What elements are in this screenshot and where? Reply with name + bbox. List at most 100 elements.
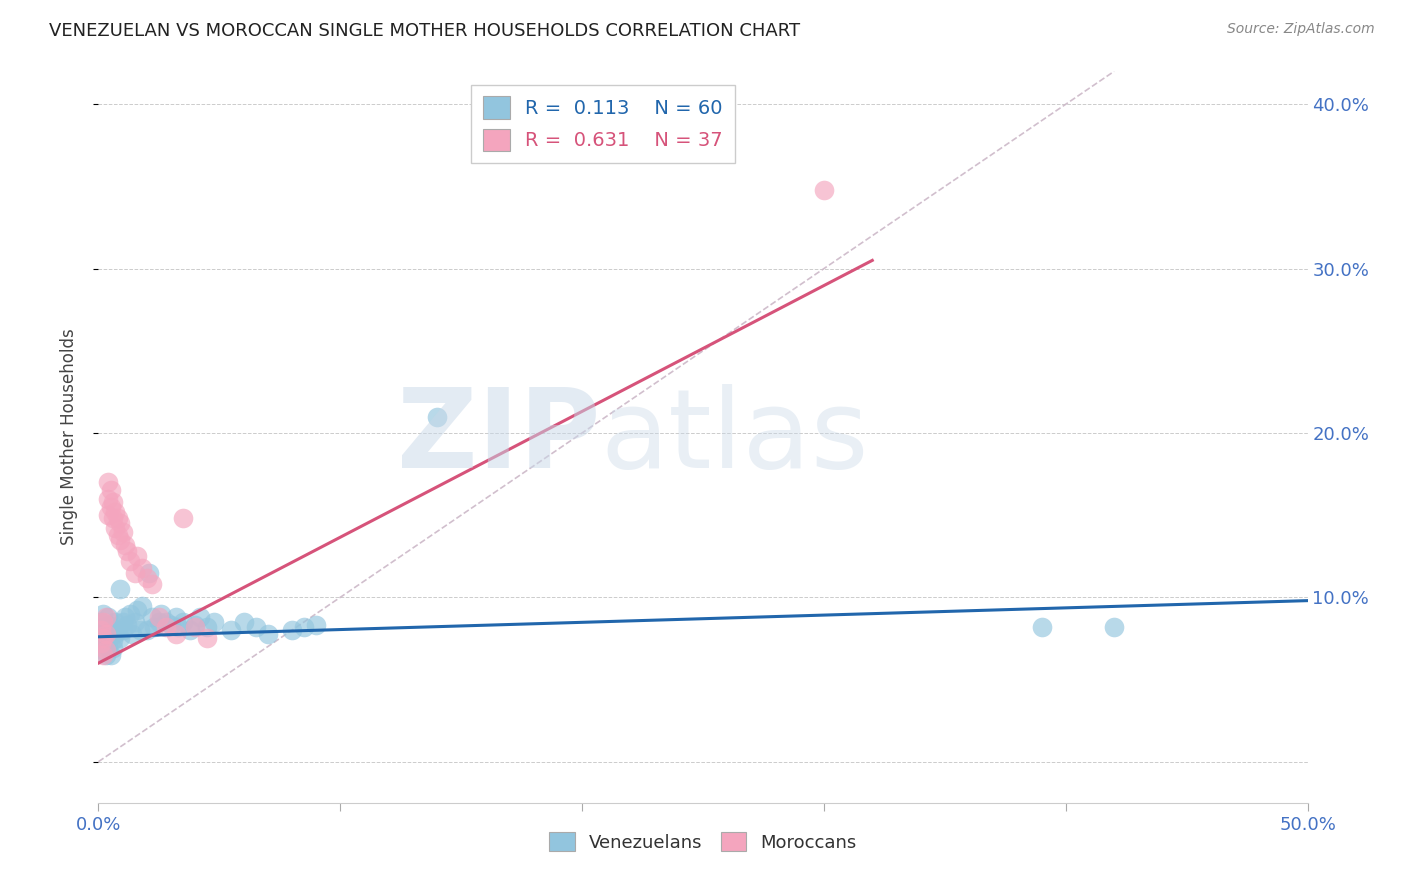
- Point: [167, 620, 190, 634]
- Point: [221, 624, 243, 638]
- Text: atlas: atlas: [600, 384, 869, 491]
- Point: [90, 624, 112, 638]
- Point: [94, 634, 117, 648]
- Point: [172, 615, 194, 629]
- Point: [108, 533, 131, 547]
- Point: [91, 620, 114, 634]
- Point: [195, 620, 218, 634]
- Point: [172, 511, 194, 525]
- Point: [97, 475, 120, 490]
- Point: [138, 566, 160, 580]
- Point: [101, 633, 124, 648]
- Point: [94, 624, 117, 638]
- Point: [94, 630, 117, 644]
- Point: [1102, 620, 1125, 634]
- Point: [150, 607, 173, 621]
- Point: [90, 615, 112, 629]
- Point: [104, 615, 127, 629]
- Point: [111, 524, 134, 539]
- Point: [117, 544, 139, 558]
- Point: [245, 620, 267, 634]
- Point: [143, 620, 166, 634]
- Point: [91, 648, 114, 662]
- Point: [100, 624, 122, 638]
- Point: [101, 495, 124, 509]
- Point: [426, 409, 449, 424]
- Point: [97, 491, 120, 506]
- Point: [155, 615, 177, 629]
- Point: [127, 549, 149, 564]
- Point: [148, 610, 170, 624]
- Text: Source: ZipAtlas.com: Source: ZipAtlas.com: [1227, 22, 1375, 37]
- Point: [141, 610, 163, 624]
- Point: [94, 626, 117, 640]
- Point: [108, 516, 131, 531]
- Point: [101, 511, 124, 525]
- Point: [135, 571, 157, 585]
- Point: [94, 648, 117, 662]
- Point: [813, 183, 835, 197]
- Point: [91, 615, 114, 629]
- Point: [232, 615, 254, 629]
- Point: [111, 615, 134, 629]
- Point: [124, 566, 146, 580]
- Point: [188, 610, 211, 624]
- Point: [104, 521, 127, 535]
- Point: [305, 618, 328, 632]
- Point: [118, 554, 141, 568]
- Point: [165, 610, 187, 624]
- Point: [128, 624, 150, 638]
- Point: [97, 508, 120, 523]
- Point: [94, 610, 117, 624]
- Point: [97, 618, 120, 632]
- Legend: Venezuelans, Moroccans: Venezuelans, Moroccans: [540, 823, 866, 861]
- Point: [114, 538, 136, 552]
- Point: [91, 632, 114, 646]
- Point: [107, 528, 129, 542]
- Point: [91, 607, 114, 621]
- Point: [121, 626, 143, 640]
- Point: [100, 483, 122, 498]
- Point: [97, 610, 120, 624]
- Point: [90, 636, 112, 650]
- Point: [195, 632, 218, 646]
- Point: [135, 624, 157, 638]
- Point: [204, 615, 226, 629]
- Point: [148, 615, 170, 629]
- Point: [108, 632, 131, 646]
- Point: [107, 511, 129, 525]
- Y-axis label: Single Mother Households: Single Mother Households: [59, 329, 77, 545]
- Point: [91, 643, 114, 657]
- Point: [124, 615, 146, 629]
- Point: [94, 643, 117, 657]
- Text: VENEZUELAN VS MOROCCAN SINGLE MOTHER HOUSEHOLDS CORRELATION CHART: VENEZUELAN VS MOROCCAN SINGLE MOTHER HOU…: [49, 22, 800, 40]
- Point: [104, 626, 127, 640]
- Text: ZIP: ZIP: [396, 384, 600, 491]
- Point: [118, 607, 141, 621]
- Point: [100, 648, 122, 662]
- Point: [281, 624, 304, 638]
- Point: [131, 599, 153, 613]
- Point: [165, 626, 187, 640]
- Point: [107, 624, 129, 638]
- Point: [179, 624, 201, 638]
- Point: [90, 636, 112, 650]
- Point: [184, 618, 207, 632]
- Point: [90, 626, 112, 640]
- Point: [141, 577, 163, 591]
- Point: [256, 626, 278, 640]
- Point: [108, 582, 131, 596]
- Point: [100, 500, 122, 514]
- Legend: R =  0.113    N = 60, R =  0.631    N = 37: R = 0.113 N = 60, R = 0.631 N = 37: [471, 85, 734, 162]
- Point: [100, 628, 122, 642]
- Point: [184, 620, 207, 634]
- Point: [97, 640, 120, 654]
- Point: [127, 603, 149, 617]
- Point: [91, 632, 114, 646]
- Point: [104, 505, 127, 519]
- Point: [101, 641, 124, 656]
- Point: [117, 618, 139, 632]
- Point: [131, 560, 153, 574]
- Point: [155, 620, 177, 634]
- Point: [1031, 620, 1053, 634]
